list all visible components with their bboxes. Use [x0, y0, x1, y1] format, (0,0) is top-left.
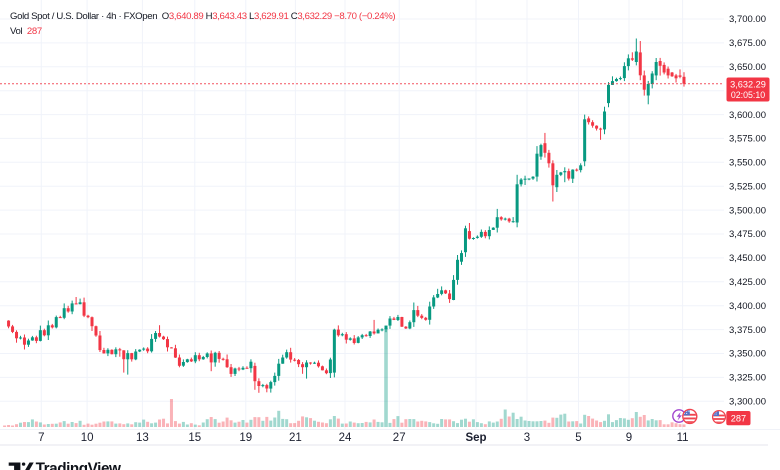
svg-text:02:05:10: 02:05:10 [731, 90, 765, 100]
svg-text:3,475.00: 3,475.00 [729, 229, 766, 240]
svg-text:Sep: Sep [465, 432, 486, 444]
svg-text:3,350.00: 3,350.00 [729, 349, 766, 360]
svg-text:TradingView: TradingView [36, 460, 121, 470]
svg-text:3,450.00: 3,450.00 [729, 253, 766, 264]
svg-text:3,650.00: 3,650.00 [729, 62, 766, 73]
svg-text:3,700.00: 3,700.00 [729, 14, 766, 25]
svg-text:3,300.00: 3,300.00 [729, 396, 766, 407]
svg-text:9: 9 [626, 432, 632, 444]
svg-text:3,425.00: 3,425.00 [729, 277, 766, 288]
svg-text:3,632.29: 3,632.29 [730, 80, 766, 90]
svg-text:3: 3 [524, 432, 530, 444]
svg-text:3,550.00: 3,550.00 [729, 158, 766, 169]
svg-text:3,325.00: 3,325.00 [729, 373, 766, 384]
svg-text:5: 5 [575, 432, 581, 444]
svg-text:3,375.00: 3,375.00 [729, 325, 766, 336]
svg-text:3,525.00: 3,525.00 [729, 181, 766, 192]
svg-text:3,575.00: 3,575.00 [729, 134, 766, 145]
svg-text:10: 10 [81, 432, 94, 444]
svg-text:3,675.00: 3,675.00 [729, 38, 766, 49]
svg-text:3,500.00: 3,500.00 [729, 205, 766, 216]
svg-text:21: 21 [289, 432, 302, 444]
svg-text:13: 13 [136, 432, 149, 444]
svg-text:27: 27 [393, 432, 406, 444]
svg-text:287: 287 [731, 414, 746, 424]
svg-text:7: 7 [38, 432, 44, 444]
svg-text:19: 19 [239, 432, 252, 444]
svg-text:24: 24 [339, 432, 352, 444]
svg-text:3,600.00: 3,600.00 [729, 110, 766, 121]
svg-text:11: 11 [677, 432, 689, 444]
svg-text:3,400.00: 3,400.00 [729, 301, 766, 312]
svg-text:15: 15 [188, 432, 201, 444]
